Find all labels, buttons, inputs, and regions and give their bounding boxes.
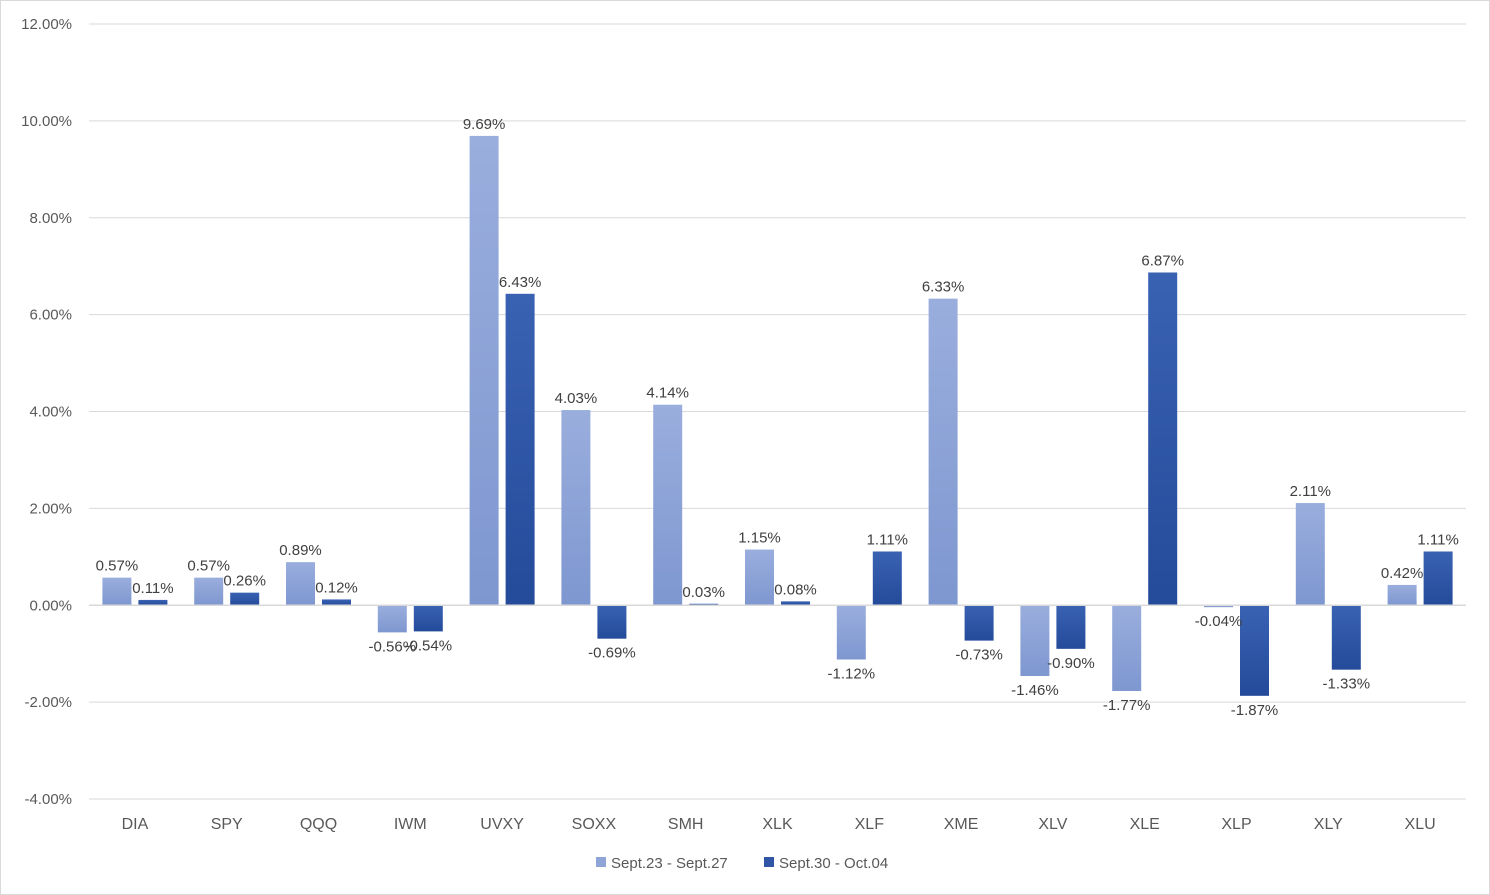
data-label: -0.56% <box>369 638 417 655</box>
bar-xlf-series-1 <box>836 605 866 660</box>
bar-xlp-series-2 <box>1240 605 1269 696</box>
bars <box>102 135 1453 696</box>
bar-dia-series-2 <box>138 599 168 606</box>
data-label: -1.33% <box>1323 676 1371 693</box>
legend: Sept.23 - Sept.27 Sept.30 - Oct.04 <box>596 855 888 872</box>
legend-label: Sept.23 - Sept.27 <box>611 855 728 872</box>
bar-xlf-series-2 <box>872 551 902 606</box>
data-label: 1.15% <box>738 530 781 547</box>
category-label: SPY <box>211 816 243 833</box>
bar-xlk-series-1 <box>745 549 774 606</box>
data-label: 6.87% <box>1141 252 1184 269</box>
bar-uvxy-series-1 <box>469 135 499 606</box>
data-label: 0.57% <box>96 558 139 575</box>
bar-xly-series-2 <box>1331 605 1361 670</box>
gridlines <box>89 23 1466 800</box>
bar-xlk-series-2 <box>781 601 810 606</box>
data-label: 6.33% <box>922 279 965 296</box>
bar-soxx-series-1 <box>561 410 591 606</box>
data-label: 6.43% <box>499 274 542 291</box>
category-label: XME <box>944 816 979 833</box>
category-label: IWM <box>394 816 427 833</box>
bar-spy-series-2 <box>230 592 260 606</box>
data-label: -1.77% <box>1103 697 1151 714</box>
bar-spy-series-1 <box>194 577 224 606</box>
bar-xle-series-2 <box>1148 272 1178 606</box>
bar-soxx-series-2 <box>597 605 627 639</box>
y-tick-label: 2.00% <box>29 500 72 517</box>
bar-qqq-series-2 <box>322 599 351 606</box>
bar-smh-series-1 <box>653 404 683 606</box>
data-label: 0.11% <box>132 580 173 597</box>
bar-xlu-series-2 <box>1423 551 1453 606</box>
data-label: -0.04% <box>1195 613 1243 630</box>
category-label: DIA <box>122 816 149 833</box>
y-tick-label: 4.00% <box>29 404 72 421</box>
bar-iwm-series-2 <box>413 605 443 632</box>
y-tick-label: -2.00% <box>24 694 72 711</box>
data-label: 0.42% <box>1381 565 1424 582</box>
data-label: -1.87% <box>1231 702 1279 719</box>
category-label: XLV <box>1038 816 1067 833</box>
bar-dia-series-1 <box>102 577 132 606</box>
category-label: UVXY <box>480 816 524 833</box>
data-label: 0.57% <box>187 558 230 575</box>
bar-xlu-series-1 <box>1387 584 1417 606</box>
y-tick-label: 8.00% <box>29 210 72 227</box>
category-label: XLK <box>762 816 793 833</box>
category-label: XLY <box>1314 816 1343 833</box>
category-label: XLU <box>1405 816 1436 833</box>
data-label: -0.90% <box>1047 655 1095 672</box>
legend-swatch <box>764 857 774 867</box>
legend-item-series-2: Sept.30 - Oct.04 <box>764 855 888 872</box>
category-label: SMH <box>668 816 704 833</box>
data-label: -1.46% <box>1011 682 1059 699</box>
category-label: XLF <box>855 816 885 833</box>
bar-xle-series-1 <box>1112 605 1142 691</box>
data-label: 0.89% <box>279 542 322 559</box>
data-label: -0.73% <box>955 647 1003 664</box>
legend-swatch <box>596 857 606 867</box>
bar-xlp-series-1 <box>1204 605 1233 608</box>
y-tick-label: 12.00% <box>21 16 72 33</box>
data-label: -0.54% <box>405 637 453 654</box>
y-tick-label: 0.00% <box>29 597 72 614</box>
category-label: SOXX <box>572 816 617 833</box>
data-label: 0.08% <box>774 581 817 598</box>
y-tick-label: 6.00% <box>29 307 72 324</box>
data-label: 2.11% <box>1290 483 1331 500</box>
data-label: 0.26% <box>223 573 266 590</box>
bar-xlv-series-1 <box>1020 605 1050 676</box>
bar-xlv-series-2 <box>1056 605 1086 649</box>
bar-iwm-series-1 <box>377 605 407 633</box>
x-axis-category-labels: DIA SPY QQQ IWM UVXY SOXX SMH XLK XLF XME XLV XLE XL… <box>122 816 1436 833</box>
legend-label: Sept.30 - Oct.04 <box>779 855 888 872</box>
data-label: 0.12% <box>315 579 358 596</box>
y-axis-tick-labels: -4.00% -2.00% 0.00% 2.00% 4.00% 6.00% 8.00% 10.… <box>21 16 72 808</box>
bar-uvxy-series-2 <box>505 293 535 606</box>
data-label: 1.11% <box>1417 531 1458 548</box>
data-label: 1.11% <box>867 531 908 548</box>
category-label: XLE <box>1130 816 1160 833</box>
y-tick-label: 10.00% <box>21 113 72 130</box>
bar-xme-series-2 <box>964 605 994 641</box>
bar-qqq-series-1 <box>286 562 315 606</box>
y-tick-label: -4.00% <box>24 791 72 808</box>
category-label: QQQ <box>300 816 337 833</box>
category-label: XLP <box>1221 816 1251 833</box>
data-label: -0.69% <box>588 645 636 662</box>
data-label: -1.12% <box>828 666 876 683</box>
bar-xme-series-1 <box>928 298 958 606</box>
bar-xly-series-1 <box>1295 503 1325 606</box>
data-label: 9.69% <box>463 116 506 133</box>
data-label: 4.14% <box>646 385 689 402</box>
data-label: 4.03% <box>555 390 598 407</box>
data-label: 0.03% <box>682 584 725 601</box>
legend-item-series-1: Sept.23 - Sept.27 <box>596 855 728 872</box>
data-labels: 0.57% 0.57% 0.89% -0.56% 9.69% 4.03% 4.14% 1.15… <box>96 116 1459 719</box>
